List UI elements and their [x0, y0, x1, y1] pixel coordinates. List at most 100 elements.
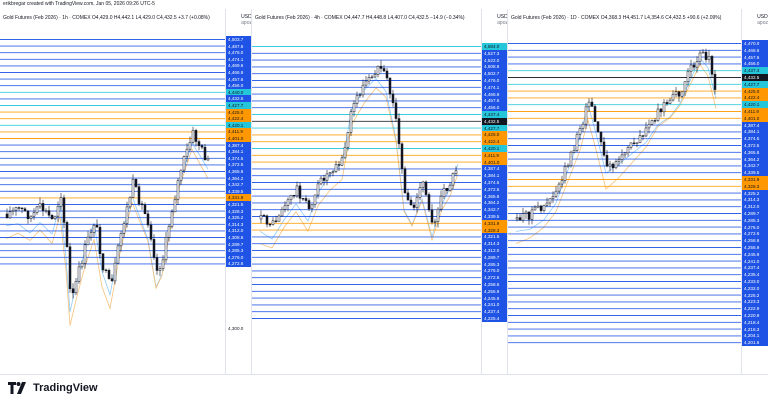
price-level-label[interactable]: 4,456.0: [742, 60, 768, 68]
price-level-label[interactable]: 4,218.4: [742, 318, 768, 326]
price-level-label[interactable]: 4,225.2: [742, 291, 768, 299]
price-level-label[interactable]: 4,342.7: [226, 181, 251, 189]
price-level-label[interactable]: 4,420.1: [742, 101, 768, 109]
price-level-label[interactable]: 4,285.3: [482, 260, 507, 268]
price-level-label[interactable]: 4,204.1: [742, 332, 768, 340]
price-level-label[interactable]: 4,314.3: [226, 220, 251, 228]
price-level-label[interactable]: 4,440.0: [226, 88, 251, 96]
price-level-label[interactable]: 4,285.3: [742, 216, 768, 224]
price-level-label[interactable]: 4,339.5: [742, 169, 768, 177]
price-level-label[interactable]: 4,241.0: [482, 301, 507, 309]
price-level-label[interactable]: 4,527.3: [482, 49, 507, 57]
chart-pane-4h[interactable]: Gold Futures (Feb 2026) · 4h · COMEX O4,…: [252, 9, 507, 374]
price-level-label[interactable]: 4,245.9: [482, 294, 507, 302]
price-level-label[interactable]: 4,384.1: [482, 172, 507, 180]
price-level-label[interactable]: 4,427.7: [742, 80, 768, 88]
price-level-label[interactable]: 4,308.6: [226, 234, 251, 241]
price-level-label[interactable]: 4,342.7: [742, 162, 768, 170]
price-level-label[interactable]: 4,432.5: [482, 117, 507, 125]
price-level-label[interactable]: 4,457.6: [482, 97, 507, 105]
price-level-label[interactable]: 4,222.9: [742, 305, 768, 313]
price-level-label[interactable]: 4,312.0: [482, 247, 507, 254]
currency-label[interactable]: USD apoz: [497, 14, 507, 26]
price-level-label[interactable]: 4,272.6: [742, 230, 768, 238]
price-level-label[interactable]: 4,364.2: [742, 155, 768, 163]
price-level-label[interactable]: 4,457.6: [742, 53, 768, 61]
price-level-label[interactable]: 4,411.9: [482, 151, 507, 159]
price-level-label[interactable]: 4,427.7: [482, 124, 507, 132]
price-level-label[interactable]: 4,437.4: [742, 67, 768, 75]
chart-pane-1h[interactable]: Gold Futures (Feb 2026) · 1h · COMEX O4,…: [0, 9, 251, 374]
price-level-label[interactable]: 4,437.4: [482, 111, 507, 118]
price-level-label[interactable]: 4,466.9: [226, 69, 251, 76]
price-level-label[interactable]: 4,233.0: [742, 278, 768, 285]
price-level-label[interactable]: 4,364.2: [226, 174, 251, 182]
price-level-label[interactable]: 4,364.2: [482, 199, 507, 207]
price-level-label[interactable]: 4,237.4: [482, 308, 507, 316]
price-level-label[interactable]: 4,387.4: [226, 141, 251, 149]
price-level-label[interactable]: 4,374.5: [482, 179, 507, 186]
pane-divider[interactable]: [251, 9, 252, 383]
price-level-label[interactable]: 4,401.0: [742, 114, 768, 122]
price-level-label[interactable]: 4,365.8: [226, 168, 251, 175]
price-level-label[interactable]: 4,457.6: [226, 75, 251, 83]
price-level-label[interactable]: 4,387.4: [742, 121, 768, 129]
price-level-label[interactable]: 4,411.9: [226, 128, 251, 136]
price-level-label[interactable]: 4,285.3: [226, 247, 251, 255]
currency-label[interactable]: USD apoz: [757, 14, 768, 26]
price-level-label[interactable]: 4,387.4: [482, 165, 507, 173]
price-level-label[interactable]: 4,365.8: [482, 192, 507, 200]
price-level-label[interactable]: 4,422.4: [742, 94, 768, 102]
currency-label[interactable]: USD apoz: [241, 14, 251, 26]
price-level-label[interactable]: 4,469.6: [226, 62, 251, 70]
price-level-label[interactable]: 4,339.5: [482, 213, 507, 220]
price-level-label[interactable]: 4,255.9: [742, 244, 768, 251]
price-level-label[interactable]: 4,272.6: [482, 274, 507, 282]
price-level-label[interactable]: 4,289.7: [742, 210, 768, 217]
price-level-label[interactable]: 4,456.0: [226, 82, 251, 90]
price-level-label[interactable]: 4,325.2: [742, 189, 768, 197]
price-level-label[interactable]: 4,223.3: [742, 298, 768, 306]
price-level-label[interactable]: 4,289.7: [226, 240, 251, 248]
price-level-label[interactable]: 4,331.9: [226, 194, 251, 202]
price-level-label[interactable]: 4,503.7: [226, 36, 251, 43]
price-level-label[interactable]: 4,312.0: [742, 203, 768, 211]
price-level-label[interactable]: 4,384.1: [226, 148, 251, 156]
price-level-label[interactable]: 4,365.8: [742, 148, 768, 156]
price-level-label[interactable]: 4,314.3: [482, 240, 507, 248]
price-level-label[interactable]: 4,374.5: [742, 135, 768, 143]
price-level-label[interactable]: 4,225.4: [482, 315, 507, 322]
price-level-label[interactable]: 4,220.9: [742, 312, 768, 319]
price-level-label[interactable]: 4,276.0: [742, 223, 768, 231]
price-level-label[interactable]: 4,425.0: [482, 131, 507, 139]
price-level-label[interactable]: 4,584.0: [482, 43, 507, 50]
price-level-label[interactable]: 4,289.7: [482, 253, 507, 261]
plot-area-4h[interactable]: [252, 9, 481, 374]
price-level-label[interactable]: 4,328.3: [226, 207, 251, 215]
price-level-label[interactable]: 4,241.0: [742, 257, 768, 265]
price-level-label[interactable]: 4,276.0: [482, 267, 507, 275]
price-level-label[interactable]: 4,474.1: [226, 55, 251, 63]
price-level-label[interactable]: 4,401.0: [482, 158, 507, 166]
price-level-label[interactable]: 4,201.6: [742, 339, 768, 347]
price-level-label[interactable]: 4,476.0: [482, 77, 507, 84]
plot-area-1h[interactable]: [0, 9, 225, 374]
price-level-label[interactable]: 4,411.9: [742, 108, 768, 115]
price-level-label[interactable]: 4,342.7: [482, 206, 507, 214]
price-level-label[interactable]: 4,276.0: [226, 253, 251, 261]
price-level-label[interactable]: 4,432.5: [226, 95, 251, 103]
price-level-label[interactable]: 4,328.3: [742, 182, 768, 190]
price-level-label[interactable]: 4,432.5: [742, 74, 768, 81]
price-level-label[interactable]: 4,372.5: [742, 142, 768, 149]
price-level-label[interactable]: 4,425.0: [226, 108, 251, 116]
price-level-label[interactable]: 4,216.3: [742, 325, 768, 333]
price-level-label[interactable]: 4,508.9: [482, 63, 507, 71]
price-level-label[interactable]: 4,422.4: [226, 115, 251, 123]
price-scale[interactable]: USD apoz 4,470.0 4,468.6 4,457.6 4,456.0 4,43…: [741, 9, 768, 374]
plot-area-1d[interactable]: [508, 9, 741, 374]
price-level-label[interactable]: 4,374.5: [226, 154, 251, 162]
price-level-label[interactable]: 4,522.0: [482, 56, 507, 64]
price-level-label[interactable]: 4,384.1: [742, 128, 768, 136]
price-level-label[interactable]: 4,476.0: [226, 49, 251, 57]
price-level-label[interactable]: 4,237.4: [742, 264, 768, 272]
